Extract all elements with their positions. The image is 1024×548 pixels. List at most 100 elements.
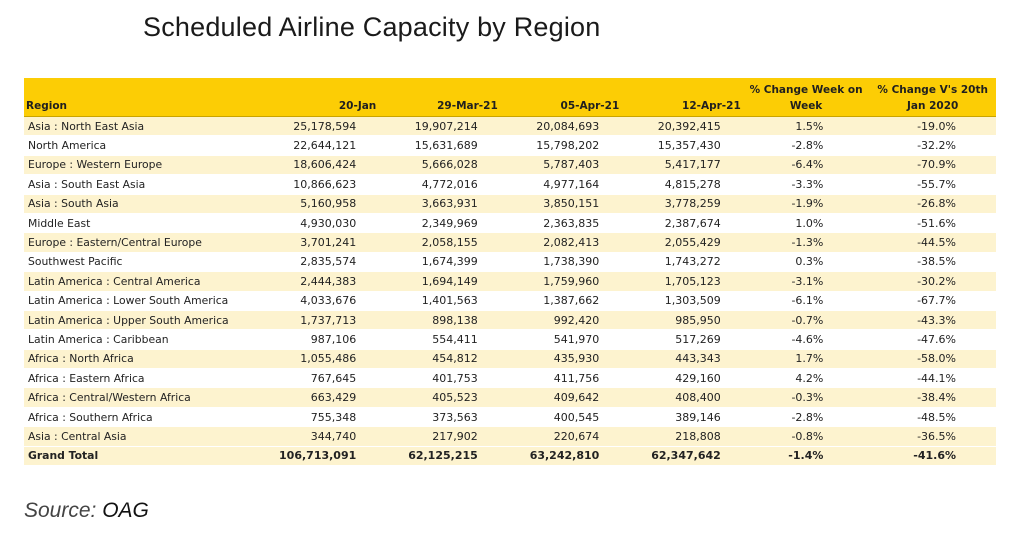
cell-jan-change: -70.9% bbox=[869, 155, 996, 176]
cell-jan-change: -58.0% bbox=[869, 349, 996, 370]
total-cell-05-apr-21: 63,242,810 bbox=[499, 445, 622, 467]
cell-region: Asia : South Asia bbox=[24, 194, 257, 214]
cell-jan-change: -38.4% bbox=[869, 387, 996, 408]
cell-12-apr-21: 985,950 bbox=[621, 310, 743, 331]
cell-region: Asia : South East Asia bbox=[24, 174, 257, 195]
cell-jan-change: -51.6% bbox=[869, 213, 996, 234]
cell-05-apr-21: 411,756 bbox=[499, 368, 622, 389]
cell-20-jan: 10,866,623 bbox=[256, 174, 379, 195]
cell-20-jan: 25,178,594 bbox=[256, 116, 379, 137]
cell-12-apr-21: 429,160 bbox=[621, 368, 743, 389]
cell-12-apr-21: 389,146 bbox=[621, 407, 743, 428]
cell-region: Asia : North East Asia bbox=[24, 116, 257, 137]
cell-region: Africa : North Africa bbox=[24, 349, 257, 370]
table-row: Latin America : Caribbean 987,106 554,411 5… bbox=[24, 329, 996, 350]
cell-12-apr-21: 443,343 bbox=[621, 349, 743, 370]
total-cell-20-jan: 106,713,091 bbox=[256, 445, 379, 467]
table-row: Middle East 4,930,030 2,349,969 2,363,835 2,… bbox=[24, 213, 996, 234]
table-row: Asia : Central Asia 344,740 217,902 220,674… bbox=[24, 426, 996, 447]
cell-20-jan: 18,606,424 bbox=[256, 155, 379, 176]
header-row-bottom: Region 20-Jan 29-Mar-21 05-Apr-21 12-Apr… bbox=[24, 96, 996, 117]
cell-20-jan: 987,106 bbox=[256, 329, 379, 350]
table-row: Southwest Pacific 2,835,574 1,674,399 1,738… bbox=[24, 252, 996, 273]
cell-week-change: 1.5% bbox=[742, 116, 870, 137]
cell-29-mar-21: 5,666,028 bbox=[378, 155, 500, 176]
cell-region: Latin America : Central America bbox=[24, 271, 257, 292]
cell-region: Latin America : Lower South America bbox=[24, 291, 257, 311]
cell-29-mar-21: 454,812 bbox=[378, 349, 500, 370]
cell-05-apr-21: 435,930 bbox=[499, 349, 622, 370]
cell-jan-change: -43.3% bbox=[869, 310, 996, 331]
table-row: Latin America : Lower South America 4,033… bbox=[24, 291, 996, 311]
cell-jan-change: -26.8% bbox=[869, 194, 996, 214]
cell-29-mar-21: 373,563 bbox=[378, 407, 500, 428]
cell-05-apr-21: 4,977,164 bbox=[499, 174, 622, 195]
cell-jan-change: -38.5% bbox=[869, 252, 996, 273]
cell-20-jan: 3,701,241 bbox=[256, 232, 379, 253]
cell-region: North America bbox=[24, 135, 257, 156]
cell-jan-change: -30.2% bbox=[869, 271, 996, 292]
cell-week-change: -3.3% bbox=[742, 174, 870, 195]
table-row: Africa : Central/Western Africa 663,429 40… bbox=[24, 387, 996, 408]
cell-week-change: -2.8% bbox=[742, 135, 870, 156]
cell-29-mar-21: 2,349,969 bbox=[378, 213, 500, 234]
cell-20-jan: 22,644,121 bbox=[256, 135, 379, 156]
cell-region: Europe : Western Europe bbox=[24, 155, 257, 176]
source-prefix: Source: bbox=[24, 499, 103, 522]
cell-29-mar-21: 217,902 bbox=[378, 426, 500, 447]
cell-29-mar-21: 1,694,149 bbox=[378, 271, 500, 292]
header-20-jan: 20-Jan bbox=[256, 96, 379, 117]
cell-12-apr-21: 1,705,123 bbox=[621, 271, 743, 292]
cell-jan-change: -36.5% bbox=[869, 426, 996, 447]
cell-week-change: -0.8% bbox=[742, 426, 870, 447]
cell-week-change: 4.2% bbox=[742, 368, 870, 389]
cell-12-apr-21: 2,387,674 bbox=[621, 213, 743, 234]
cell-29-mar-21: 401,753 bbox=[378, 368, 500, 389]
table-row: Africa : North Africa 1,055,486 454,812 435… bbox=[24, 349, 996, 370]
cell-12-apr-21: 517,269 bbox=[621, 329, 743, 350]
cell-29-mar-21: 19,907,214 bbox=[378, 116, 500, 137]
cell-20-jan: 755,348 bbox=[256, 407, 379, 428]
table-row: Asia : South East Asia 10,866,623 4,772,01… bbox=[24, 174, 996, 195]
table-header: % Change Week on % Change V's 20th Regio… bbox=[24, 78, 996, 117]
grand-total-row: Grand Total 106,713,091 62,125,215 63,242,8… bbox=[24, 445, 996, 467]
cell-05-apr-21: 5,787,403 bbox=[499, 155, 622, 176]
cell-region: Latin America : Upper South America bbox=[24, 310, 257, 331]
cell-12-apr-21: 20,392,415 bbox=[621, 116, 743, 137]
total-cell-12-apr-21: 62,347,642 bbox=[621, 445, 743, 467]
cell-12-apr-21: 5,417,177 bbox=[621, 155, 743, 176]
cell-29-mar-21: 4,772,016 bbox=[378, 174, 500, 195]
header-row-top: % Change Week on % Change V's 20th bbox=[24, 78, 996, 96]
capacity-table: % Change Week on % Change V's 20th Regio… bbox=[24, 78, 996, 467]
cell-week-change: 1.0% bbox=[742, 213, 870, 234]
cell-region: Africa : Eastern Africa bbox=[24, 368, 257, 389]
cell-05-apr-21: 992,420 bbox=[499, 310, 622, 331]
cell-20-jan: 767,645 bbox=[256, 368, 379, 389]
cell-region: Southwest Pacific bbox=[24, 252, 257, 273]
table-row: Asia : South Asia 5,160,958 3,663,931 3,850… bbox=[24, 194, 996, 214]
table-row: North America 22,644,121 15,631,689 15,798,… bbox=[24, 135, 996, 156]
header-12-apr-21: 12-Apr-21 bbox=[621, 96, 743, 117]
cell-week-change: -6.1% bbox=[742, 291, 870, 311]
cell-05-apr-21: 3,850,151 bbox=[499, 194, 622, 214]
cell-20-jan: 4,930,030 bbox=[256, 213, 379, 234]
cell-region: Africa : Southern Africa bbox=[24, 407, 257, 428]
cell-week-change: -6.4% bbox=[742, 155, 870, 176]
cell-20-jan: 4,033,676 bbox=[256, 291, 379, 311]
header-region: Region bbox=[24, 96, 257, 117]
cell-12-apr-21: 1,303,509 bbox=[621, 291, 743, 311]
header-29-mar-21: 29-Mar-21 bbox=[378, 96, 500, 117]
total-cell-jan-change: -41.6% bbox=[869, 445, 996, 467]
cell-jan-change: -47.6% bbox=[869, 329, 996, 350]
cell-jan-change: -44.1% bbox=[869, 368, 996, 389]
cell-jan-change: -32.2% bbox=[869, 135, 996, 156]
cell-20-jan: 344,740 bbox=[256, 426, 379, 447]
cell-29-mar-21: 15,631,689 bbox=[378, 135, 500, 156]
header-05-apr-21: 05-Apr-21 bbox=[499, 96, 622, 117]
cell-jan-change: -67.7% bbox=[869, 291, 996, 311]
cell-week-change: -3.1% bbox=[742, 271, 870, 292]
cell-29-mar-21: 554,411 bbox=[378, 329, 500, 350]
header-jan-change-line2: Jan 2020 bbox=[869, 96, 996, 117]
cell-week-change: 0.3% bbox=[742, 252, 870, 273]
cell-12-apr-21: 4,815,278 bbox=[621, 174, 743, 195]
